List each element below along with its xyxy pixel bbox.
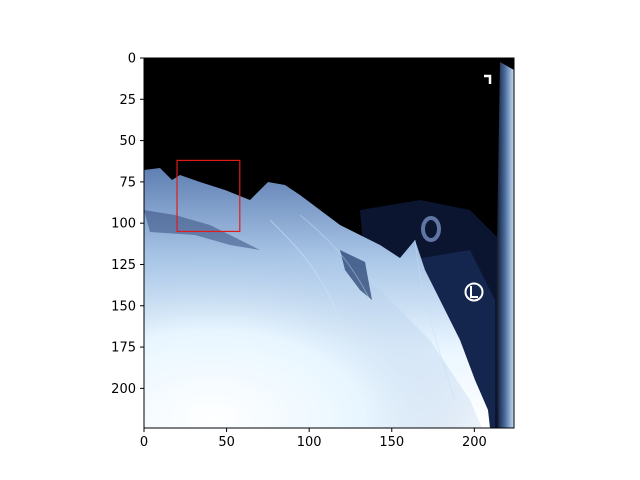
x-tick-label: 50 — [218, 435, 235, 450]
x-axis: 0 50 100 150 200 — [140, 428, 487, 450]
y-tick-label: 0 — [128, 52, 136, 67]
y-tick-label: 125 — [111, 258, 136, 273]
y-tick-label: 50 — [119, 134, 136, 149]
y-tick-label: 25 — [119, 93, 136, 108]
y-tick-label: 75 — [119, 175, 136, 190]
y-tick-label: 100 — [111, 217, 136, 232]
y-tick-label: 200 — [111, 382, 136, 397]
x-tick-label: 0 — [140, 435, 148, 450]
xray-image — [144, 58, 514, 428]
y-tick-label: 150 — [111, 299, 136, 314]
x-tick-label: 100 — [297, 435, 322, 450]
annotation-bounding-box — [176, 159, 241, 233]
y-tick-label: 175 — [111, 341, 136, 356]
laterality-marker-l — [464, 282, 484, 302]
x-tick-label: 200 — [462, 435, 487, 450]
y-axis: 0 25 50 75 100 125 150 175 200 — [111, 52, 144, 397]
x-tick-label: 150 — [379, 435, 404, 450]
axes-frame — [143, 57, 515, 429]
